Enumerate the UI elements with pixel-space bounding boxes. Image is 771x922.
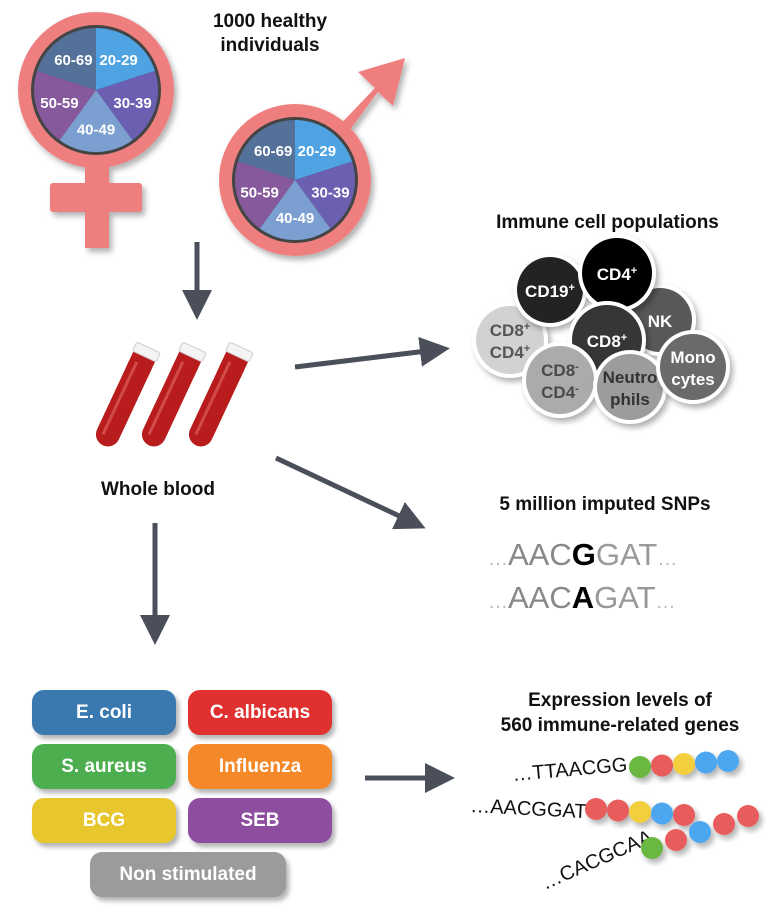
pie-label: 20-29 bbox=[298, 143, 336, 160]
arrow-blood-to-snps bbox=[274, 455, 426, 530]
stimulus-c-albicans[interactable]: C. albicans bbox=[188, 690, 332, 735]
blood-tube bbox=[95, 342, 161, 447]
snp-sequences: …AACGGAT… …AACAGAT… bbox=[488, 537, 677, 615]
expression-beads: …TTAACGG …AACGGAT …CACGCAA bbox=[470, 750, 759, 895]
bead-red bbox=[673, 804, 695, 826]
bead-red bbox=[651, 754, 673, 777]
bead-blue bbox=[695, 751, 717, 774]
expression-row: …TTAACGG bbox=[512, 750, 739, 786]
cell-label: Neutro bbox=[603, 368, 658, 387]
pie-slice-50-59 bbox=[235, 161, 295, 229]
stimulus-non-stimulated[interactable]: Non stimulated bbox=[90, 852, 286, 897]
cell-label: CD8+ bbox=[587, 332, 627, 351]
cell-label: CD4+ bbox=[597, 265, 637, 284]
expression-seq: …AACGGAT bbox=[470, 795, 587, 823]
pie-label: 20-29 bbox=[99, 52, 137, 69]
pie-label: 40-49 bbox=[77, 121, 115, 138]
cell-label: Mono bbox=[670, 348, 715, 367]
bead-red bbox=[607, 799, 629, 822]
cell-label: NK bbox=[648, 312, 673, 331]
pie-slice-60-69 bbox=[37, 28, 96, 90]
expression-seq: …TTAACGG bbox=[512, 754, 629, 786]
blood-tube bbox=[188, 342, 254, 447]
stimulus-influenza[interactable]: Influenza bbox=[188, 744, 332, 789]
pie-label: 50-59 bbox=[240, 184, 278, 201]
pie-label: 30-39 bbox=[113, 95, 151, 112]
bead-red bbox=[585, 798, 607, 820]
cell-label: CD19+ bbox=[525, 282, 575, 301]
blood-tube bbox=[141, 342, 207, 447]
pie-label: 60-69 bbox=[254, 143, 292, 160]
cell-label: CD8- bbox=[541, 361, 579, 380]
stimulus-e-coli[interactable]: E. coli bbox=[32, 690, 176, 735]
immune-cell-cluster: CD8+ CD4+ CD19+ NK CD4+ CD8+ CD8- CD4- Neutro phi… bbox=[472, 234, 730, 424]
pie-slice-40-49 bbox=[59, 90, 133, 152]
bead-green bbox=[641, 837, 663, 859]
female-age-pie: 20-29 30-39 40-49 50-59 60-69 bbox=[31, 25, 161, 155]
expression-title: Expression levels of 560 immune-related … bbox=[470, 688, 770, 738]
pie-slice-40-49 bbox=[259, 180, 331, 241]
pie-slice-60-69 bbox=[237, 120, 295, 180]
arrow-blood-to-cells bbox=[294, 336, 450, 370]
blood-tube-icon bbox=[95, 342, 254, 447]
male-age-pie: 20-29 30-39 40-49 50-59 60-69 bbox=[232, 117, 358, 243]
pie-slice-50-59 bbox=[33, 70, 96, 141]
cell-cd8cd4: CD8- CD4- bbox=[522, 342, 598, 418]
stimulus-seb[interactable]: SEB bbox=[188, 798, 332, 843]
snp-seq-2: …AACAGAT… bbox=[488, 580, 676, 615]
cell-label: phils bbox=[610, 390, 650, 409]
cell-monocytes: Mono cytes bbox=[656, 330, 730, 404]
cell-label: CD4+ bbox=[490, 343, 530, 362]
cohort-title-line2: individuals bbox=[220, 35, 320, 56]
pie-slice-30-39 bbox=[96, 70, 158, 141]
cell-cd19: CD19+ bbox=[513, 253, 587, 327]
bead-red bbox=[665, 829, 687, 851]
snp-seq-1: …AACGGAT… bbox=[488, 537, 677, 572]
bead-yellow bbox=[673, 753, 695, 775]
stimulus-bcg[interactable]: BCG bbox=[32, 798, 176, 843]
bead-blue bbox=[717, 750, 739, 772]
pie-label: 60-69 bbox=[54, 52, 92, 69]
cell-neutrophils: Neutro phils bbox=[593, 350, 667, 424]
expression-title-line1: Expression levels of bbox=[528, 690, 712, 711]
bead-red bbox=[737, 805, 759, 827]
pie-label: 30-39 bbox=[311, 184, 349, 201]
expression-row: …AACGGAT bbox=[470, 795, 695, 826]
cell-label: cytes bbox=[671, 370, 714, 389]
cell-label: CD8+ bbox=[490, 321, 530, 340]
cell-label: CD4- bbox=[541, 383, 579, 402]
bead-blue bbox=[689, 821, 711, 843]
cell-cd4: CD4+ bbox=[578, 234, 656, 312]
bead-green bbox=[629, 756, 651, 778]
bead-blue bbox=[651, 802, 673, 825]
bead-yellow bbox=[629, 801, 651, 823]
pie-slice-20-29 bbox=[295, 120, 353, 180]
cohort-title: 1000 healthy individuals bbox=[190, 10, 350, 58]
pie-label: 40-49 bbox=[276, 210, 314, 227]
expression-title-line2: 560 immune-related genes bbox=[500, 715, 740, 736]
bead-red bbox=[713, 813, 735, 835]
cohort-title-line1: 1000 healthy bbox=[212, 11, 328, 32]
pie-slice-20-29 bbox=[96, 28, 155, 90]
stimulus-s-aureus[interactable]: S. aureus bbox=[32, 744, 176, 789]
expression-seq: …CACGCAA bbox=[538, 826, 656, 895]
flow-arrows bbox=[140, 242, 455, 793]
pie-slice-30-39 bbox=[295, 161, 355, 229]
immune-cells-title: Immune cell populations bbox=[496, 212, 719, 233]
pie-label: 50-59 bbox=[40, 95, 78, 112]
whole-blood-label: Whole blood bbox=[101, 479, 215, 500]
snps-title: 5 million imputed SNPs bbox=[499, 494, 711, 515]
